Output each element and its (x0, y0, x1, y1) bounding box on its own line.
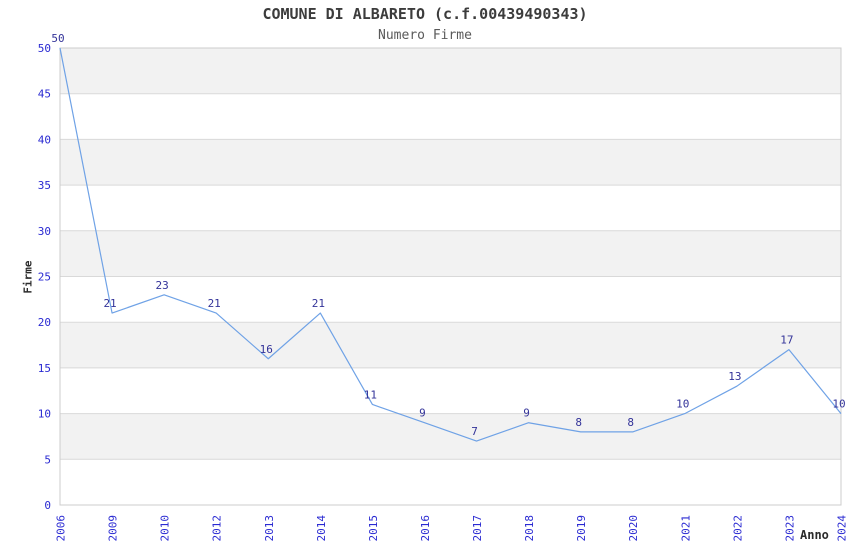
x-tick-label: 2019 (575, 515, 588, 542)
point-label: 10 (832, 398, 845, 411)
grid-band (60, 139, 841, 186)
y-tick-label: 30 (38, 225, 51, 238)
x-tick-label: 2022 (731, 515, 744, 542)
x-tick-label: 2016 (419, 515, 432, 542)
point-label: 7 (471, 425, 478, 438)
x-tick-label: 2010 (159, 515, 172, 542)
y-tick-label: 10 (38, 408, 51, 421)
x-tick-label: 2017 (471, 515, 484, 542)
y-tick-label: 25 (38, 271, 51, 284)
point-label: 21 (312, 297, 325, 310)
y-tick-label: 45 (38, 88, 51, 101)
y-tick-label: 50 (38, 42, 51, 55)
point-label: 17 (780, 334, 793, 347)
x-tick-label: 2023 (783, 515, 796, 542)
point-label: 10 (676, 398, 689, 411)
y-tick-label: 5 (44, 453, 51, 466)
chart-title: COMUNE DI ALBARETO (c.f.00439490343) (262, 5, 588, 23)
x-tick-label: 2009 (107, 515, 120, 542)
y-tick-label: 0 (44, 499, 51, 512)
y-tick-label: 35 (38, 179, 51, 192)
grid-band (60, 322, 841, 368)
x-tick-label: 2012 (211, 515, 224, 542)
x-tick-label: 2014 (315, 515, 328, 542)
point-label: 8 (627, 416, 634, 429)
point-label: 21 (208, 297, 221, 310)
point-label: 21 (103, 297, 116, 310)
point-label: 16 (260, 343, 273, 356)
grid-band (60, 230, 841, 277)
plot-border (59, 47, 842, 506)
point-label: 9 (419, 407, 426, 420)
chart-subtitle: Numero Firme (378, 28, 472, 43)
point-label: 11 (364, 388, 377, 401)
x-tick-label: 2021 (679, 515, 692, 542)
x-tick-label: 2006 (55, 515, 68, 542)
point-label: 9 (523, 407, 530, 420)
x-tick-label: 2020 (627, 515, 640, 542)
point-label: 8 (575, 416, 582, 429)
point-label: 13 (728, 370, 741, 383)
grid-band (60, 48, 841, 94)
series-line (59, 47, 842, 442)
x-tick-label: 2013 (263, 515, 276, 542)
point-label: 23 (156, 279, 169, 292)
x-tick-label: 2018 (523, 515, 536, 542)
point-label: 50 (51, 32, 64, 45)
y-tick-label: 20 (38, 316, 51, 329)
x-tick-label: 2024 (836, 515, 849, 542)
y-tick-label: 15 (38, 362, 51, 375)
y-tick-label: 40 (38, 133, 51, 146)
x-tick-label: 2015 (367, 515, 380, 542)
x-axis-title: Anno (800, 528, 829, 542)
grid-band (60, 413, 841, 460)
